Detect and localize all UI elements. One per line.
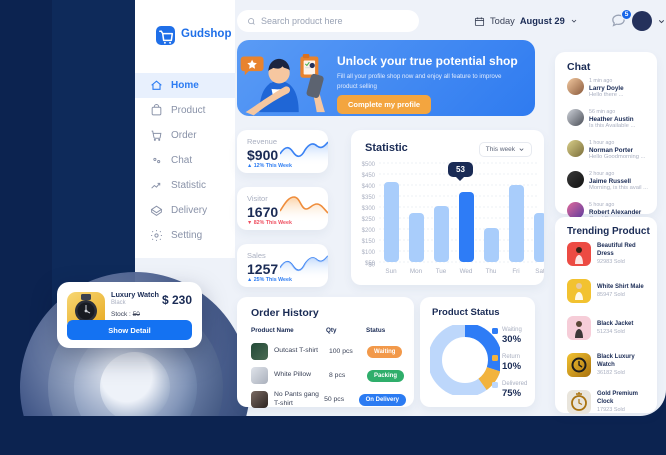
svg-text:$250: $250 <box>362 217 376 223</box>
svg-text:$400: $400 <box>362 184 376 190</box>
svg-text:$300: $300 <box>362 206 376 212</box>
svg-text:Sun: Sun <box>385 268 397 275</box>
svg-text:$450: $450 <box>362 173 376 179</box>
svg-text:Thu: Thu <box>486 268 497 275</box>
svg-text:$150: $150 <box>362 239 376 245</box>
svg-text:Tue: Tue <box>436 268 447 275</box>
svg-text:$200: $200 <box>362 228 376 234</box>
svg-text:Sat: Sat <box>535 268 544 275</box>
svg-text:Mon: Mon <box>410 268 423 275</box>
svg-text:$500: $500 <box>362 162 376 168</box>
svg-text:$350: $350 <box>362 195 376 201</box>
svg-text:Wed: Wed <box>460 268 473 275</box>
svg-text:Fri: Fri <box>512 268 519 275</box>
svg-text:$100: $100 <box>362 250 376 256</box>
svg-text:$0: $0 <box>368 263 375 269</box>
